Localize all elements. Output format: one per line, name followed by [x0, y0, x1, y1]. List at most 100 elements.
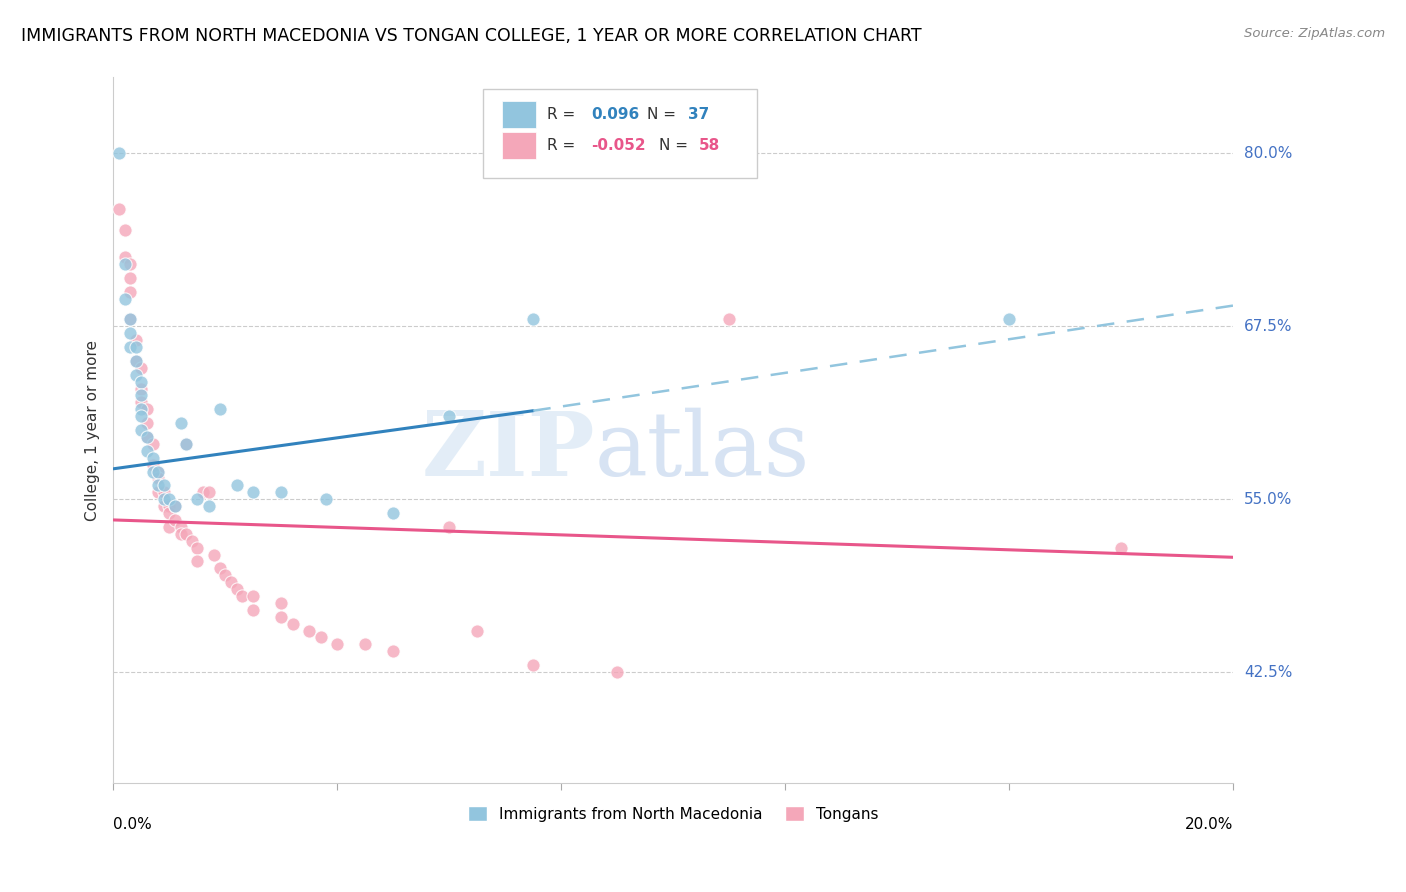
- Point: [142, 465, 165, 479]
- Text: 58: 58: [699, 138, 720, 153]
- Text: 67.5%: 67.5%: [1244, 318, 1292, 334]
- Point: [169, 520, 191, 534]
- Point: [208, 402, 231, 417]
- Point: [120, 312, 142, 326]
- Text: Source: ZipAtlas.com: Source: ZipAtlas.com: [1244, 27, 1385, 40]
- Point: [439, 409, 461, 424]
- Point: [131, 375, 153, 389]
- Point: [169, 526, 191, 541]
- Point: [153, 499, 176, 513]
- Point: [522, 312, 544, 326]
- Point: [120, 326, 142, 341]
- Point: [191, 485, 214, 500]
- Text: atlas: atlas: [595, 408, 810, 495]
- Point: [186, 492, 208, 507]
- Point: [219, 575, 242, 590]
- Point: [131, 409, 153, 424]
- Point: [131, 388, 153, 402]
- Text: ZIP: ZIP: [422, 408, 595, 495]
- Point: [169, 416, 191, 430]
- Text: 80.0%: 80.0%: [1244, 146, 1292, 161]
- Text: 55.0%: 55.0%: [1244, 491, 1292, 507]
- Point: [1109, 541, 1132, 555]
- Point: [114, 257, 136, 271]
- Point: [180, 533, 202, 548]
- FancyBboxPatch shape: [502, 132, 536, 160]
- Point: [202, 548, 225, 562]
- Point: [108, 146, 131, 161]
- Point: [298, 624, 321, 638]
- Text: 37: 37: [688, 107, 709, 121]
- Point: [315, 492, 337, 507]
- Point: [174, 437, 197, 451]
- Point: [159, 492, 181, 507]
- Point: [125, 354, 148, 368]
- Point: [120, 257, 142, 271]
- Point: [186, 541, 208, 555]
- Point: [136, 443, 159, 458]
- Point: [125, 340, 148, 354]
- Point: [125, 333, 148, 347]
- Point: [131, 360, 153, 375]
- Point: [131, 382, 153, 396]
- Y-axis label: College, 1 year or more: College, 1 year or more: [86, 340, 100, 521]
- Point: [231, 589, 253, 603]
- Point: [148, 485, 170, 500]
- Point: [120, 285, 142, 299]
- Point: [159, 506, 181, 520]
- Point: [270, 485, 292, 500]
- Point: [208, 561, 231, 575]
- Point: [270, 609, 292, 624]
- Point: [186, 554, 208, 568]
- Point: [225, 582, 247, 596]
- Point: [120, 340, 142, 354]
- Point: [153, 478, 176, 492]
- Point: [114, 222, 136, 236]
- Point: [718, 312, 741, 326]
- Point: [465, 624, 488, 638]
- Point: [142, 450, 165, 465]
- Point: [148, 478, 170, 492]
- Point: [136, 416, 159, 430]
- Point: [125, 368, 148, 382]
- Point: [326, 637, 349, 651]
- Point: [108, 202, 131, 216]
- Point: [382, 644, 405, 658]
- Point: [120, 312, 142, 326]
- Text: N =: N =: [658, 138, 693, 153]
- Point: [159, 499, 181, 513]
- Point: [148, 471, 170, 485]
- Point: [153, 485, 176, 500]
- Point: [197, 499, 219, 513]
- Text: R =: R =: [547, 107, 579, 121]
- Point: [242, 603, 264, 617]
- Point: [242, 589, 264, 603]
- Point: [242, 485, 264, 500]
- Point: [354, 637, 377, 651]
- Point: [174, 526, 197, 541]
- Point: [998, 312, 1021, 326]
- FancyBboxPatch shape: [482, 89, 758, 178]
- Point: [148, 465, 170, 479]
- Point: [165, 499, 187, 513]
- Point: [114, 250, 136, 264]
- Point: [136, 430, 159, 444]
- Point: [159, 520, 181, 534]
- Point: [142, 437, 165, 451]
- Point: [136, 430, 159, 444]
- Point: [125, 354, 148, 368]
- Point: [270, 596, 292, 610]
- Point: [439, 520, 461, 534]
- Point: [114, 292, 136, 306]
- Text: -0.052: -0.052: [592, 138, 647, 153]
- Point: [382, 506, 405, 520]
- FancyBboxPatch shape: [502, 101, 536, 128]
- Point: [165, 513, 187, 527]
- Point: [281, 616, 304, 631]
- Point: [197, 485, 219, 500]
- Point: [136, 402, 159, 417]
- Point: [153, 492, 176, 507]
- Point: [214, 568, 236, 582]
- Point: [165, 499, 187, 513]
- Point: [174, 437, 197, 451]
